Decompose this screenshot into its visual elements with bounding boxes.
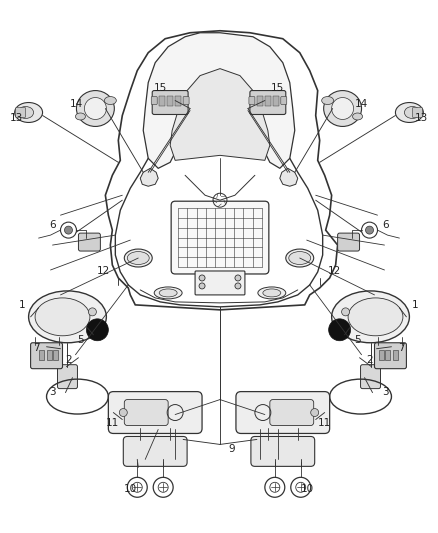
Ellipse shape [18, 107, 34, 118]
FancyBboxPatch shape [413, 108, 422, 117]
Text: 11: 11 [106, 417, 119, 427]
Ellipse shape [353, 113, 363, 120]
Ellipse shape [28, 291, 106, 343]
Polygon shape [140, 168, 158, 186]
Circle shape [366, 226, 374, 234]
FancyBboxPatch shape [250, 91, 286, 115]
Text: 13: 13 [10, 114, 23, 124]
Text: 7: 7 [398, 343, 405, 353]
Text: 14: 14 [70, 99, 83, 109]
Ellipse shape [14, 102, 42, 123]
FancyBboxPatch shape [151, 96, 157, 104]
FancyBboxPatch shape [108, 392, 202, 433]
Text: 14: 14 [355, 99, 368, 109]
Polygon shape [280, 168, 298, 186]
Circle shape [235, 283, 241, 289]
Bar [159, 95, 165, 106]
Circle shape [199, 275, 205, 281]
Text: 11: 11 [318, 417, 331, 427]
FancyBboxPatch shape [124, 400, 168, 425]
FancyBboxPatch shape [183, 96, 189, 104]
Bar [385, 350, 390, 360]
Ellipse shape [159, 289, 177, 297]
FancyBboxPatch shape [360, 365, 381, 389]
Text: 5: 5 [77, 335, 84, 345]
Text: 10: 10 [301, 484, 314, 494]
Ellipse shape [77, 91, 114, 126]
FancyBboxPatch shape [31, 343, 63, 369]
Text: 3: 3 [49, 386, 56, 397]
FancyBboxPatch shape [171, 201, 269, 274]
Circle shape [88, 308, 96, 316]
Bar [265, 95, 271, 106]
Ellipse shape [124, 249, 152, 267]
Ellipse shape [286, 249, 314, 267]
Circle shape [64, 226, 72, 234]
Ellipse shape [127, 252, 149, 264]
FancyBboxPatch shape [16, 108, 25, 117]
FancyBboxPatch shape [195, 271, 245, 295]
Text: 10: 10 [124, 484, 137, 494]
Bar [167, 95, 173, 106]
Text: 1: 1 [412, 300, 419, 310]
Polygon shape [143, 33, 295, 168]
Text: 2: 2 [366, 354, 373, 365]
FancyBboxPatch shape [270, 400, 314, 425]
Text: 9: 9 [229, 445, 235, 455]
Ellipse shape [85, 98, 106, 119]
Circle shape [342, 308, 350, 316]
Ellipse shape [104, 96, 117, 104]
FancyBboxPatch shape [281, 96, 287, 104]
Bar [273, 95, 279, 106]
Text: 3: 3 [382, 386, 389, 397]
Bar [39, 350, 43, 360]
Text: 12: 12 [328, 266, 341, 276]
Text: 6: 6 [382, 220, 389, 230]
FancyBboxPatch shape [152, 91, 188, 115]
Ellipse shape [396, 102, 424, 123]
FancyBboxPatch shape [374, 343, 406, 369]
Ellipse shape [258, 287, 286, 299]
Bar [53, 350, 57, 360]
Ellipse shape [321, 96, 334, 104]
Polygon shape [170, 69, 270, 160]
Ellipse shape [263, 289, 281, 297]
FancyBboxPatch shape [78, 233, 100, 251]
FancyBboxPatch shape [124, 437, 187, 466]
Bar [379, 350, 385, 360]
Circle shape [328, 319, 350, 341]
Circle shape [119, 409, 127, 416]
Bar [175, 95, 181, 106]
Circle shape [86, 319, 108, 341]
Text: 6: 6 [49, 220, 56, 230]
Text: 2: 2 [65, 354, 72, 365]
Ellipse shape [332, 291, 410, 343]
Ellipse shape [332, 98, 353, 119]
Circle shape [311, 409, 319, 416]
Ellipse shape [75, 113, 85, 120]
Text: 1: 1 [19, 300, 26, 310]
Ellipse shape [35, 298, 90, 336]
FancyBboxPatch shape [57, 365, 78, 389]
Ellipse shape [154, 287, 182, 299]
FancyBboxPatch shape [338, 233, 360, 251]
Circle shape [235, 275, 241, 281]
Bar [46, 350, 52, 360]
Text: 15: 15 [271, 83, 284, 93]
FancyBboxPatch shape [236, 392, 330, 433]
Ellipse shape [404, 107, 420, 118]
Bar [393, 350, 399, 360]
Text: 7: 7 [33, 343, 40, 353]
FancyBboxPatch shape [249, 96, 255, 104]
FancyBboxPatch shape [251, 437, 314, 466]
Text: 5: 5 [354, 335, 361, 345]
Circle shape [199, 283, 205, 289]
Ellipse shape [289, 252, 311, 264]
Ellipse shape [324, 91, 361, 126]
Text: 13: 13 [415, 114, 428, 124]
Ellipse shape [348, 298, 403, 336]
Text: 15: 15 [154, 83, 167, 93]
Text: 12: 12 [97, 266, 110, 276]
Bar [257, 95, 263, 106]
